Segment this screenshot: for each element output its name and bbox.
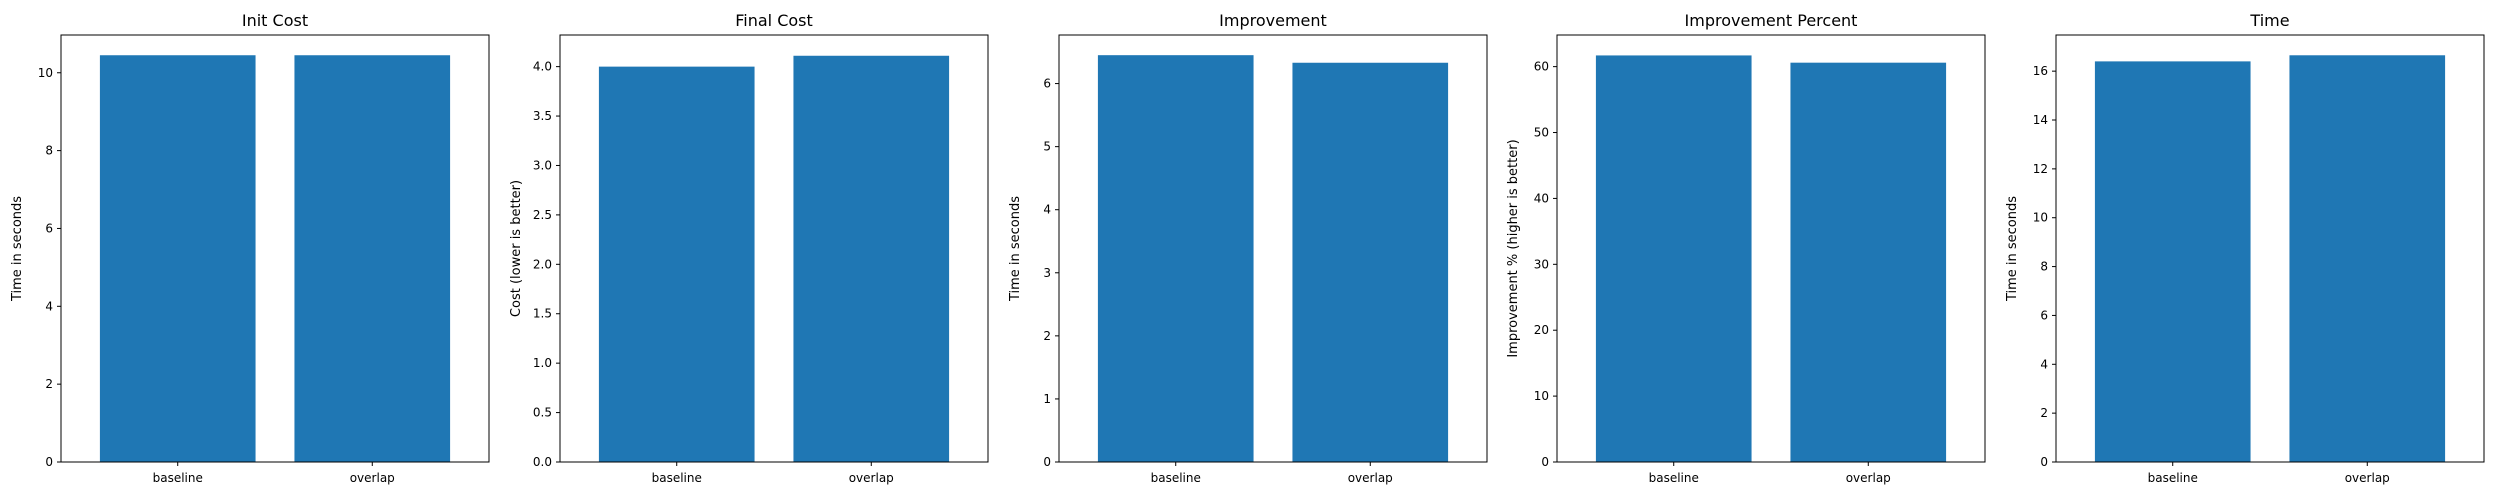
y-tick-label: 3.0 (533, 158, 552, 172)
y-tick-label: 0.5 (533, 406, 552, 420)
y-tick-label: 1.5 (533, 307, 552, 321)
y-tick-label: 0.0 (533, 455, 552, 469)
bar-overlap (294, 55, 451, 463)
plot-frame (2055, 34, 2485, 463)
x-tick-label: baseline (1649, 471, 1699, 485)
y-tick-label: 20 (1534, 323, 1549, 337)
chart-title: Improvement (1219, 11, 1327, 30)
bar-baseline (1097, 55, 1254, 463)
x-tick-label: baseline (652, 471, 702, 485)
chart-panel-1: Final Cost 0.0 0.5 1.0 1.5 2.0 2.5 3.0 3.5 4.0 bas… (509, 11, 989, 485)
y-tick-label: 2.5 (533, 208, 552, 222)
y-tick-label: 14 (2033, 113, 2048, 127)
y-tick-label: 2 (2040, 406, 2048, 420)
plot-frame (60, 34, 490, 463)
bar-overlap (2289, 55, 2446, 462)
chart-panel-0: Init Cost 0 2 4 6 8 10 baseline overlap Time in s… (10, 11, 490, 485)
y-tick-label: 3.5 (533, 109, 552, 123)
chart-title: Time (2249, 11, 2289, 30)
y-tick-label: 2 (1043, 329, 1051, 343)
y-tick-label: 6 (1043, 77, 1051, 91)
chart-panel-3: Improvement Percent 0 10 20 30 40 50 60 baseline… (1506, 11, 1986, 485)
y-tick-label: 8 (2040, 260, 2048, 274)
y-tick-label: 2.0 (533, 257, 552, 271)
x-tick-label: overlap (1348, 471, 1393, 485)
y-tick-label: 10 (2033, 211, 2048, 225)
bar-overlap (1790, 62, 1947, 463)
y-tick-label: 3 (1043, 266, 1051, 280)
y-tick-label: 4 (1043, 203, 1051, 217)
chart-title: Init Cost (242, 11, 308, 30)
y-axis-label: Time in seconds (2005, 196, 2020, 302)
y-tick-label: 40 (1534, 191, 1549, 205)
y-tick-label: 4 (2040, 357, 2048, 371)
y-tick-label: 0 (2040, 455, 2048, 469)
plot-frame (1556, 34, 1986, 463)
bar-overlap (1292, 62, 1449, 462)
y-tick-label: 30 (1534, 257, 1549, 271)
y-tick-label: 1.0 (533, 356, 552, 370)
y-tick-label: 0 (1541, 455, 1549, 469)
y-tick-label: 12 (2033, 162, 2048, 176)
y-tick-label: 16 (2033, 64, 2048, 78)
x-tick-label: overlap (849, 471, 894, 485)
bar-overlap (793, 55, 950, 462)
x-tick-label: baseline (1151, 471, 1201, 485)
chart-title: Final Cost (735, 11, 813, 30)
bar-baseline (1595, 55, 1752, 463)
y-tick-label: 60 (1534, 60, 1549, 74)
y-tick-label: 4.0 (533, 60, 552, 74)
x-tick-label: overlap (1846, 471, 1891, 485)
bar-baseline (598, 66, 755, 462)
y-tick-label: 6 (2040, 308, 2048, 322)
x-tick-label: baseline (153, 471, 203, 485)
y-axis-label: Time in seconds (10, 196, 25, 302)
x-tick-label: overlap (350, 471, 395, 485)
y-tick-label: 0 (45, 455, 53, 469)
y-axis-label: Cost (lower is better) (509, 180, 524, 317)
y-tick-label: 2 (45, 377, 53, 391)
plot-frame (559, 34, 989, 463)
bar-baseline (2094, 61, 2251, 462)
y-tick-label: 1 (1043, 392, 1051, 406)
chart-title: Improvement Percent (1685, 11, 1858, 30)
y-tick-label: 10 (38, 66, 53, 80)
y-tick-label: 50 (1534, 126, 1549, 140)
plot-frame (1058, 34, 1488, 463)
chart-panel-4: Time 0 2 4 6 8 10 12 14 16 baseline overlap Time in … (2005, 11, 2485, 485)
y-axis-label: Improvement % (higher is better) (1506, 139, 1521, 357)
x-tick-label: baseline (2148, 471, 2198, 485)
y-axis-label: Time in seconds (1008, 196, 1023, 302)
x-tick-label: overlap (2345, 471, 2390, 485)
y-tick-label: 6 (45, 221, 53, 235)
y-tick-label: 4 (45, 299, 53, 313)
chart-panel-2: Improvement 0 1 2 3 4 5 6 baseline overlap Time in… (1008, 11, 1488, 485)
y-tick-label: 10 (1534, 389, 1549, 403)
y-tick-label: 0 (1043, 455, 1051, 469)
bar-baseline (99, 55, 256, 463)
y-tick-label: 5 (1043, 140, 1051, 154)
y-tick-label: 8 (45, 144, 53, 158)
